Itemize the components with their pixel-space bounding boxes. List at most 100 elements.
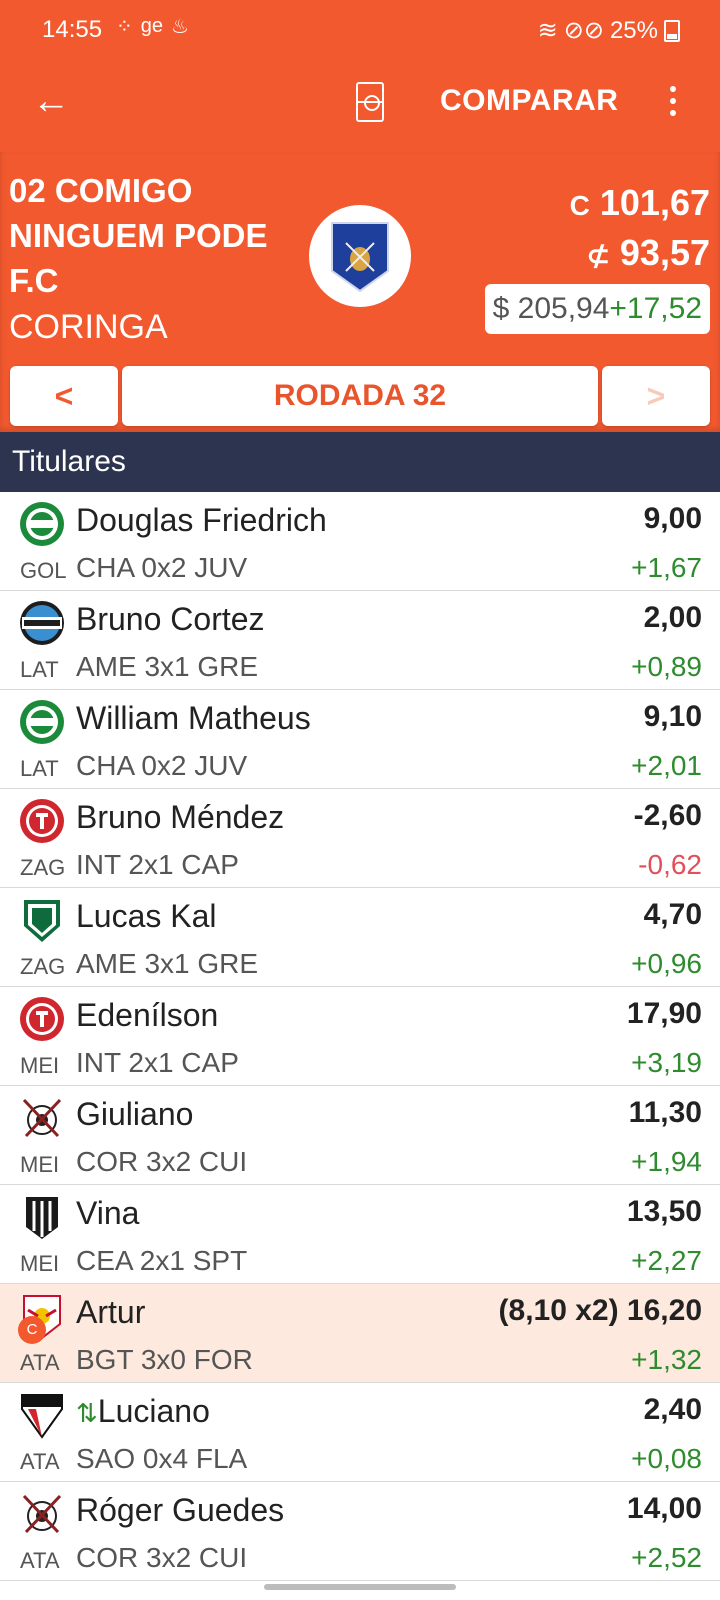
player-name-wrap: Róger Guedes — [76, 1492, 284, 1529]
match-score: COR 3x2 CUI — [76, 1542, 248, 1573]
juventude-crest-icon — [20, 502, 64, 546]
price-variation: +1,67 — [631, 552, 702, 583]
match-score: CHA 0x2 JUV — [76, 750, 248, 781]
player-name: Edenílson — [76, 997, 219, 1033]
player-position: LAT — [20, 657, 59, 682]
juventude-crest-icon — [20, 700, 64, 744]
player-row[interactable]: C Artur ATA BGT 3x0 FOR (8,10 x2) 16,20 +1,32 — [0, 1284, 720, 1383]
price-variation: -0,62 — [638, 849, 702, 880]
club-badge — [18, 1094, 66, 1142]
status-right: ≋ ⊘⊘ 25% — [538, 16, 680, 45]
player-row[interactable]: Bruno Cortez LAT AME 3x1 GRE 2,00 +0,89 — [0, 591, 720, 690]
player-position: MEI — [20, 1251, 60, 1276]
match-score: INT 2x1 CAP — [76, 849, 239, 880]
player-name-wrap: Vina — [76, 1195, 139, 1232]
price-variation: +0,08 — [631, 1443, 702, 1474]
back-arrow-icon[interactable]: ← — [32, 80, 70, 122]
player-name-wrap: William Matheus — [76, 700, 311, 737]
price-variation: +0,89 — [631, 651, 702, 682]
player-name: William Matheus — [76, 700, 311, 736]
player-points: 9,10 — [643, 700, 702, 733]
match-score: INT 2x1 CAP — [76, 1047, 239, 1078]
player-position: ZAG — [20, 855, 66, 880]
player-points: 11,30 — [628, 1096, 702, 1129]
club-badge — [18, 1193, 66, 1241]
player-name: Douglas Friedrich — [76, 502, 327, 538]
price-variation: +0,96 — [631, 948, 702, 979]
player-name-wrap: Douglas Friedrich — [76, 502, 327, 539]
home-indicator[interactable] — [264, 1584, 456, 1590]
player-name-wrap: Lucas Kal — [76, 898, 217, 935]
cartoletas-symbol: C — [569, 190, 590, 221]
player-name: Artur — [76, 1294, 146, 1330]
player-row[interactable]: Douglas Friedrich GOL CHA 0x2 JUV 9,00 +1,67 — [0, 492, 720, 591]
team-stat-1: C 101,67 — [570, 182, 710, 224]
player-row[interactable]: Edenílson MEI INT 2x1 CAP 17,90 +3,19 — [0, 987, 720, 1086]
player-name: Bruno Cortez — [76, 601, 265, 637]
player-row[interactable]: Vina MEI CEA 2x1 SPT 13,50 +2,27 — [0, 1185, 720, 1284]
notification-app-icon: ♨ — [171, 16, 189, 38]
dnd-icon: ⊘⊘ — [563, 17, 604, 44]
player-points: 17,90 — [626, 997, 702, 1030]
club-badge — [18, 797, 66, 845]
player-row[interactable]: Lucas Kal ZAG AME 3x1 GRE 4,70 +0,96 — [0, 888, 720, 987]
sao-paulo-crest-icon — [21, 1394, 63, 1439]
player-row[interactable]: William Matheus LAT CHA 0x2 JUV 9,10 +2,01 — [0, 690, 720, 789]
player-name: Lucas Kal — [76, 898, 217, 934]
next-round-button[interactable]: > — [602, 366, 710, 426]
match-score: AME 3x1 GRE — [76, 651, 259, 682]
player-position: ZAG — [20, 954, 66, 979]
previous-round-button[interactable]: < — [10, 366, 118, 426]
internacional-crest-icon — [20, 799, 64, 843]
player-name: Giuliano — [76, 1096, 194, 1132]
team-crest — [309, 205, 411, 307]
status-bar: 14:55 ⁘ ge ♨ ≋ ⊘⊘ 25% — [0, 0, 720, 64]
battery-icon — [664, 19, 680, 42]
battery-level: 25% — [609, 16, 658, 44]
club-badge — [18, 896, 66, 944]
player-name: Róger Guedes — [76, 1492, 285, 1528]
section-header-titulares: Titulares — [0, 432, 720, 492]
patrimony-value: $ 205,94 — [492, 292, 610, 325]
player-points: -2,60 — [633, 799, 702, 832]
match-score: COR 3x2 CUI — [76, 1146, 248, 1177]
round-selector[interactable]: RODADA 32 — [122, 366, 598, 426]
patrimony-delta: +17,52 — [609, 292, 702, 325]
player-row[interactable]: Giuliano MEI COR 3x2 CUI 11,30 +1,94 — [0, 1086, 720, 1185]
player-position: ATA — [20, 1350, 60, 1375]
match-score: SAO 0x4 FLA — [76, 1443, 248, 1474]
team-stat-2-value: 93,57 — [619, 232, 710, 273]
player-name-wrap: Giuliano — [76, 1096, 193, 1133]
compare-button[interactable]: COMPARAR — [440, 84, 619, 117]
player-name-wrap: Bruno Méndez — [76, 799, 284, 836]
club-badge — [18, 1490, 66, 1538]
more-options-icon[interactable] — [670, 86, 678, 122]
swap-arrows-icon: ⇅ — [76, 1398, 98, 1428]
player-points: 2,00 — [643, 601, 702, 634]
football-field-icon[interactable] — [356, 82, 384, 122]
price-variation: +2,52 — [631, 1542, 702, 1573]
player-position: LAT — [20, 756, 59, 781]
match-score: CEA 2x1 SPT — [76, 1245, 248, 1276]
wifi-icon: ≋ — [537, 17, 558, 44]
player-position: ATA — [20, 1449, 60, 1474]
coach-name: CORINGA — [9, 308, 168, 346]
player-row[interactable]: Bruno Méndez ZAG INT 2x1 CAP -2,60 -0,62 — [0, 789, 720, 888]
price-variation: +3,19 — [631, 1047, 702, 1078]
match-score: BGT 3x0 FOR — [76, 1344, 253, 1375]
match-score: AME 3x1 GRE — [76, 948, 259, 979]
price-variation: +1,94 — [631, 1146, 702, 1177]
club-badge — [18, 698, 66, 746]
player-row[interactable]: ⇅Luciano ATA SAO 0x4 FLA 2,40 +0,08 — [0, 1383, 720, 1482]
player-name: Vina — [76, 1195, 140, 1231]
player-points: 14,00 — [626, 1492, 702, 1525]
player-name-wrap: ⇅Luciano — [76, 1393, 210, 1430]
player-points: 4,70 — [643, 898, 702, 931]
shield-crest-icon — [331, 222, 389, 293]
player-row[interactable]: Róger Guedes ATA COR 3x2 CUI 14,00 +2,52 — [0, 1482, 720, 1581]
team-stat-2: ⊄ 93,57 — [586, 232, 710, 274]
internacional-crest-icon — [20, 997, 64, 1041]
player-position: MEI — [20, 1152, 60, 1177]
notification-ge-icon: ge — [140, 15, 164, 37]
average-symbol: ⊄ — [586, 240, 610, 271]
